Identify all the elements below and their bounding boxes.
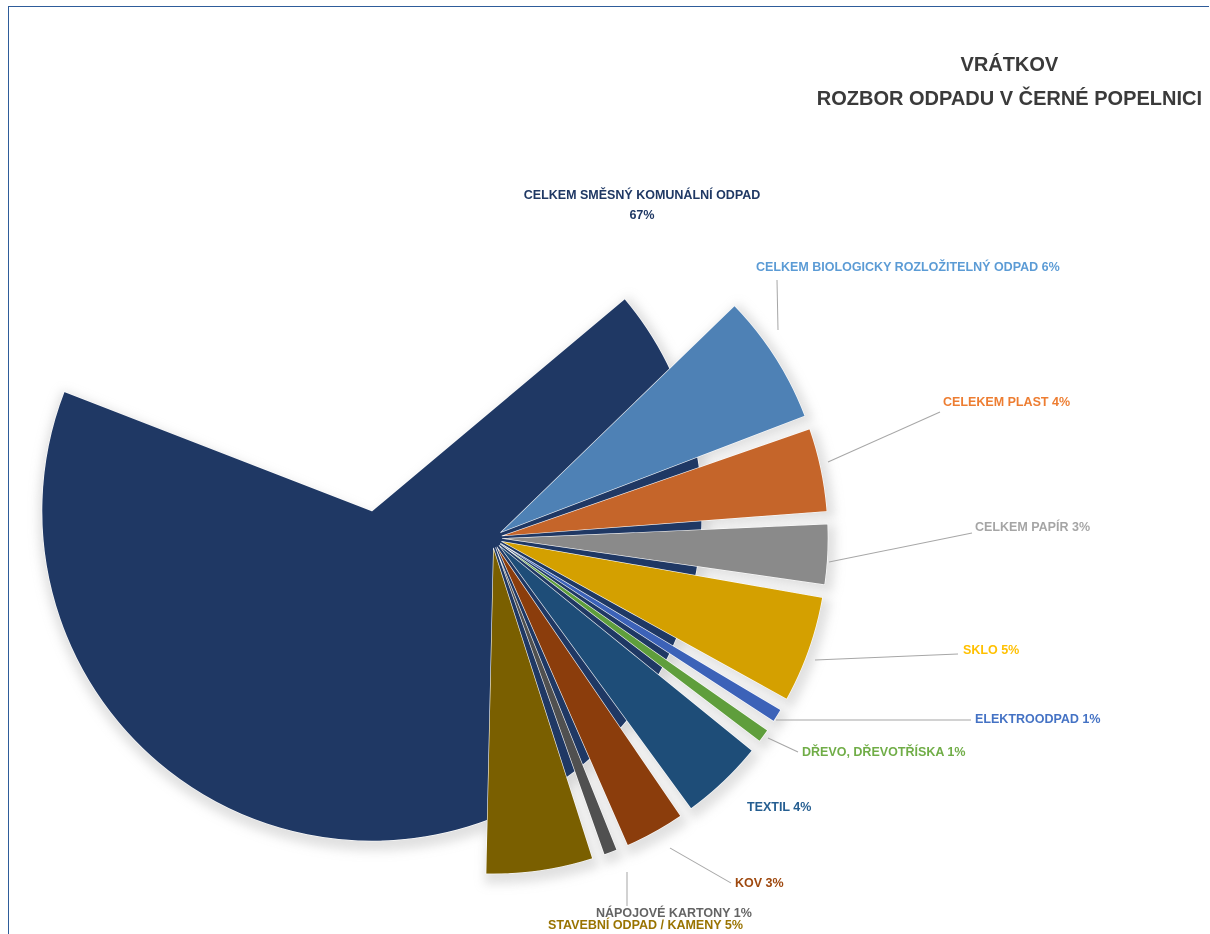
leader-line bbox=[776, 279, 779, 331]
slice-label-1: CELKEM BIOLOGICKY ROZLOŽITELNÝ ODPAD 6% bbox=[756, 259, 1060, 274]
slice-label-4: SKLO 5% bbox=[963, 643, 1019, 657]
pie-slice-5 bbox=[500, 543, 782, 722]
pie-slice-7 bbox=[498, 545, 753, 810]
leader-line bbox=[767, 737, 799, 753]
leader-line bbox=[814, 653, 959, 661]
slice-label-10: STAVEBNÍ ODPAD / KAMENY 5% bbox=[548, 917, 743, 932]
slice-label-3: CELKEM PAPÍR 3% bbox=[975, 519, 1090, 534]
pie-slice-6 bbox=[499, 543, 768, 742]
slice-label-8: KOV 3% bbox=[735, 876, 784, 890]
pie-slice-4 bbox=[501, 541, 823, 700]
chart-title: VRÁTKOV ROZBOR ODPADU V ČERNÉ POPELNICI bbox=[817, 48, 1202, 116]
pie-slice-3 bbox=[501, 523, 829, 586]
leader-line bbox=[828, 532, 973, 563]
pie-slice-10 bbox=[485, 547, 593, 875]
slice-label-0: CELKEM SMĚSNÝ KOMUNÁLNÍ ODPAD bbox=[524, 187, 761, 202]
pie-slice-1 bbox=[500, 305, 806, 533]
pie-slice-8 bbox=[496, 546, 682, 846]
chart-title-line-1: VRÁTKOV bbox=[960, 54, 1059, 76]
pie-slice-9 bbox=[495, 547, 618, 856]
slice-label-5: ELEKTROODPAD 1% bbox=[975, 712, 1100, 726]
slice-label-7: TEXTIL 4% bbox=[747, 800, 811, 814]
slice-label-2: CELEKEM PLAST 4% bbox=[943, 395, 1070, 409]
slice-label-9: NÁPOJOVÉ KARTONY 1% bbox=[596, 905, 752, 920]
leader-line bbox=[669, 847, 732, 884]
leader-line bbox=[827, 411, 941, 463]
pie-slice-2 bbox=[501, 428, 828, 537]
slice-label-6: DŘEVO, DŘEVOTŘÍSKA 1% bbox=[802, 744, 965, 759]
slice-value-label-0: 67% bbox=[629, 208, 654, 222]
chart-title-line-2: ROZBOR ODPADU V ČERNÉ POPELNICI bbox=[816, 88, 1202, 110]
